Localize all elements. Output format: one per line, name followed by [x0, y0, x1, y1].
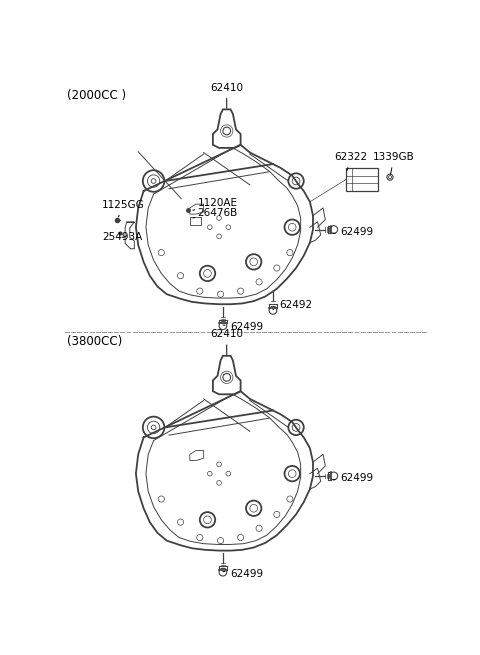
Text: 62410: 62410 [210, 83, 243, 108]
Text: 62499: 62499 [223, 322, 264, 332]
Text: 1339GB: 1339GB [373, 152, 415, 174]
Text: (3800CC): (3800CC) [67, 335, 122, 348]
Text: 62499: 62499 [333, 474, 374, 483]
Text: 62499: 62499 [333, 227, 374, 237]
Text: 1125GG: 1125GG [102, 200, 145, 217]
Text: 62492: 62492 [273, 300, 312, 310]
Text: 26476B: 26476B [193, 208, 238, 218]
Text: 25493A: 25493A [102, 233, 142, 242]
Text: 62499: 62499 [223, 569, 264, 579]
Bar [346, 168, 378, 191]
Text: 1120AE: 1120AE [193, 198, 238, 210]
Text: 62322: 62322 [335, 152, 368, 171]
Text: 62410: 62410 [210, 329, 243, 354]
Text: (2000CC ): (2000CC ) [67, 89, 127, 102]
